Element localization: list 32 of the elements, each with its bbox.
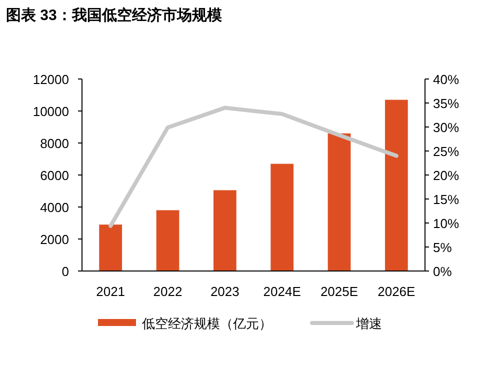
y2-tick-label: 15% — [433, 192, 460, 207]
bar — [270, 164, 294, 271]
y2-tick-label: 30% — [433, 120, 460, 135]
x-tick-label: 2026E — [378, 284, 416, 299]
y2-tick-label: 20% — [433, 168, 460, 183]
y2-tick-label: 25% — [433, 144, 460, 159]
y-tick-label: 6000 — [40, 168, 69, 183]
legend-label: 低空经济规模（亿元） — [142, 316, 272, 331]
y-tick-label: 4000 — [40, 200, 69, 215]
x-tick-label: 2022 — [153, 284, 182, 299]
legend-label: 增速 — [355, 316, 382, 331]
y-tick-label: 0 — [62, 264, 69, 279]
x-tick-label: 2021 — [96, 284, 126, 299]
y2-tick-label: 40% — [433, 72, 460, 87]
x-tick-label: 2024E — [263, 284, 302, 299]
bar — [213, 190, 236, 271]
y-tick-label: 2000 — [40, 232, 69, 247]
bar — [328, 133, 351, 271]
bar — [384, 100, 408, 271]
y-tick-label: 12000 — [32, 72, 69, 87]
y2-tick-label: 10% — [433, 216, 460, 231]
line-series — [108, 106, 398, 228]
x-tick-label: 2025E — [320, 284, 358, 299]
bar — [99, 224, 122, 271]
y-tick-label: 8000 — [40, 136, 69, 151]
y2-tick-label: 35% — [433, 96, 460, 111]
chart-title: 图表 33：我国低空经济市场规模 — [6, 6, 223, 24]
y2-tick-label: 0% — [433, 264, 452, 279]
y2-tick-label: 5% — [433, 240, 452, 255]
y-tick-label: 10000 — [32, 104, 69, 119]
x-tick-label: 2023 — [210, 284, 240, 299]
bar — [156, 210, 180, 271]
